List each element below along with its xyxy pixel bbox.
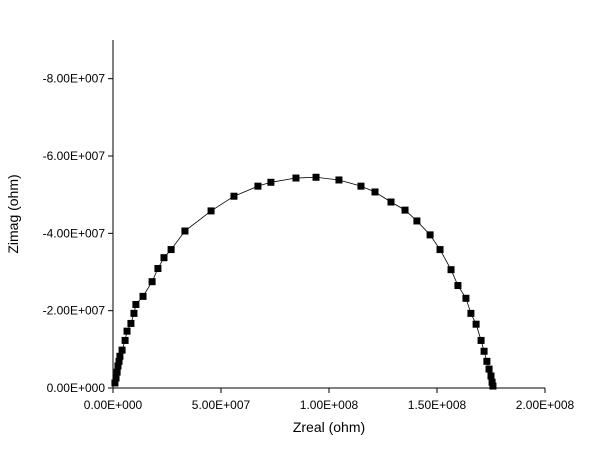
data-point [462,294,470,302]
data-point [132,300,140,308]
data-point [139,292,147,300]
data-point [485,365,493,373]
data-point [116,352,124,360]
data-point [254,182,262,190]
data-point [357,182,365,190]
data-point [401,206,409,214]
data-point [112,374,120,382]
data-point [413,217,421,225]
series-line [114,176,494,387]
y-tick-label: -8.00E+007 [43,72,106,86]
data-point [127,319,135,327]
data-point [154,265,162,273]
data-point [207,207,215,215]
y-axis-title: Zimag (ohm) [5,174,21,253]
data-point [113,368,121,376]
data-point [472,320,480,328]
data-point [335,176,343,184]
data-point [467,309,475,317]
data-point [167,246,175,254]
data-point [477,336,485,344]
x-tick-label: 2.00E+008 [516,398,575,412]
data-point [371,188,379,196]
data-point [480,347,488,355]
data-point [111,379,119,387]
data-point [130,309,138,317]
data-point [454,282,462,290]
y-tick-label: 0.00E+000 [47,381,106,395]
data-point [160,254,168,262]
data-point [114,362,122,370]
data-point [387,198,395,206]
data-point [447,266,455,274]
x-axis-title: Zreal (ohm) [293,419,365,435]
data-point [230,192,238,200]
data-point [181,227,189,235]
data-point [292,174,300,182]
data-point [436,246,444,254]
data-point [487,372,495,380]
y-tick-label: -6.00E+007 [43,149,106,163]
x-tick-label: 0.00E+000 [84,398,143,412]
x-tick-label: 1.50E+008 [408,398,467,412]
data-point [118,346,126,354]
x-tick-label: 5.00E+007 [192,398,251,412]
data-point [148,278,156,286]
y-tick-label: -2.00E+007 [43,304,106,318]
y-tick-label: -4.00E+007 [43,226,106,240]
data-point [123,327,131,335]
data-point [267,178,275,186]
data-point [483,357,491,365]
data-point [489,382,497,390]
data-point [426,231,434,239]
data-point [488,378,496,386]
data-point [115,357,123,365]
x-tick-label: 1.00E+008 [300,398,359,412]
data-point [312,173,320,181]
data-point [121,336,129,344]
